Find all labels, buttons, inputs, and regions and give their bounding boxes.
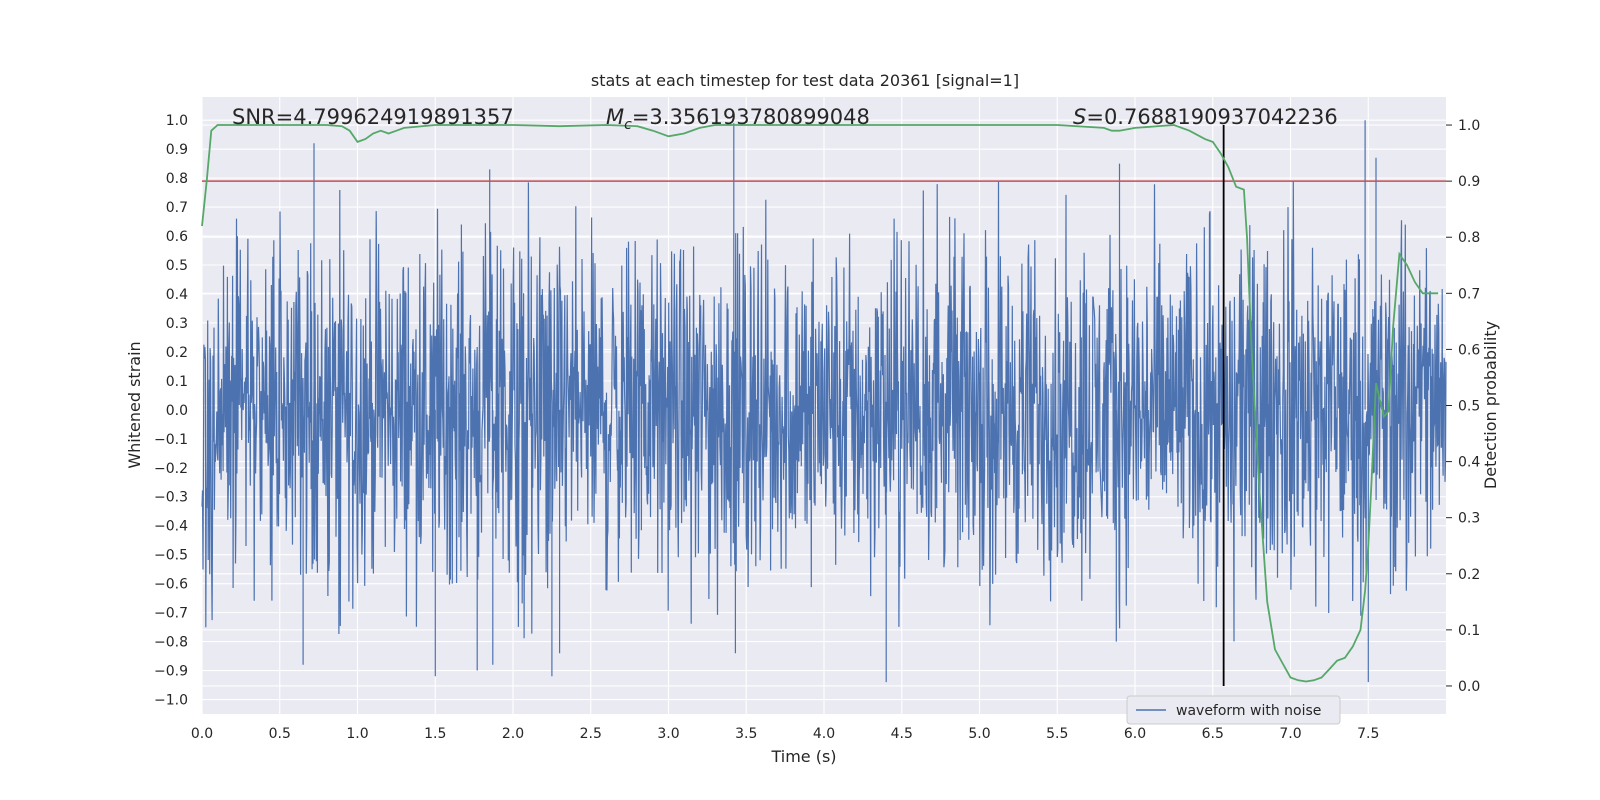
x-tick-label: 5.5: [1046, 726, 1068, 742]
y-right-tick-label: 0.8: [1458, 230, 1480, 246]
y-tick-label: −0.3: [154, 490, 188, 506]
x-axis-label: Time (s): [770, 747, 836, 766]
probability-series-line: [201, 124, 1439, 683]
y-right-tick-label: 0.6: [1458, 342, 1480, 358]
x-tick-label: 6.5: [1202, 726, 1224, 742]
y-axis-label: Whitened strain: [125, 341, 144, 468]
y-tick-label: −0.9: [154, 664, 188, 680]
y-tick-label: −0.8: [154, 635, 188, 651]
x-tick-label: 2.0: [502, 726, 524, 742]
x-tick-label: 4.0: [813, 726, 835, 742]
x-tick-label: 3.0: [657, 726, 679, 742]
y-tick-label: 0.8: [166, 171, 188, 187]
x-tick-label: 4.5: [891, 726, 913, 742]
x-tick-label: 2.5: [580, 726, 602, 742]
y-tick-label: −0.4: [154, 519, 188, 535]
y-right-axis-ticks: 1.0 0.9 0.8 0.7 0.6 0.5 0.4 0.3 0.2 0.1 0.0: [1446, 118, 1480, 695]
y-right-tick-label: 0.4: [1458, 455, 1480, 471]
chirp-mass-annotation: Mc=3.356193780899048: [606, 105, 870, 133]
y-tick-label: 0.4: [166, 287, 188, 303]
y-tick-label: 0.6: [166, 229, 188, 245]
y-tick-label: −0.7: [154, 606, 188, 622]
y-tick-label: −1.0: [154, 693, 188, 709]
y-tick-label: 0.2: [166, 345, 188, 361]
legend-box: [1126, 695, 1341, 725]
y-tick-label: 0.9: [166, 142, 188, 158]
legend-label-waveform: waveform with noise: [1176, 703, 1321, 719]
y-tick-label: 0.0: [166, 403, 188, 419]
y-right-tick-label: 0.5: [1458, 399, 1480, 415]
x-tick-label: 0.5: [269, 726, 291, 742]
y-right-tick-label: 0.7: [1458, 286, 1480, 302]
x-tick-label: 1.5: [424, 726, 446, 742]
y-tick-label: 0.3: [166, 316, 188, 332]
y-tick-label: −0.1: [154, 432, 188, 448]
y-axis-ticks: 1.0 0.9 0.8 0.7 0.6 0.5 0.4 0.3 0.2 0.1 0.0 −0.1 −0.…: [154, 113, 188, 708]
x-tick-label: 6.0: [1124, 726, 1146, 742]
x-tick-label: 7.0: [1279, 726, 1301, 742]
y-right-tick-label: 0.0: [1458, 679, 1480, 695]
y-right-tick-label: 0.9: [1458, 174, 1480, 190]
x-tick-label: 1.0: [346, 726, 368, 742]
x-tick-label: 0.0: [191, 726, 213, 742]
y-tick-label: −0.6: [154, 577, 188, 593]
y-right-tick-label: 0.3: [1458, 511, 1480, 527]
chart-title: stats at each timestep for test data 203…: [591, 71, 1019, 90]
y-right-tick-label: 0.2: [1458, 567, 1480, 583]
x-axis-ticks: 0.0 0.5 1.0 1.5 2.0 2.5 3.0 3.5 4.0 4.5 5.0 5.5 6.0 6…: [191, 726, 1380, 742]
snr-annotation: SNR=4.799624919891357: [232, 105, 514, 129]
y-right-axis-label: Detection probability: [1481, 321, 1500, 489]
y-tick-label: −0.2: [154, 461, 188, 477]
x-tick-label: 5.0: [968, 726, 990, 742]
x-tick-label: 7.5: [1357, 726, 1379, 742]
y-tick-label: 1.0: [166, 113, 188, 129]
y-tick-label: 0.5: [166, 258, 188, 274]
legend: waveform with noise: [1126, 695, 1341, 725]
y-right-tick-label: 1.0: [1458, 118, 1480, 134]
y-tick-label: −0.5: [154, 548, 188, 564]
score-annotation: S=0.7688190937042236: [1073, 105, 1338, 129]
y-right-tick-label: 0.1: [1458, 623, 1480, 639]
y-tick-label: 0.1: [166, 374, 188, 390]
y-tick-label: 0.7: [166, 200, 188, 216]
x-tick-label: 3.5: [735, 726, 757, 742]
